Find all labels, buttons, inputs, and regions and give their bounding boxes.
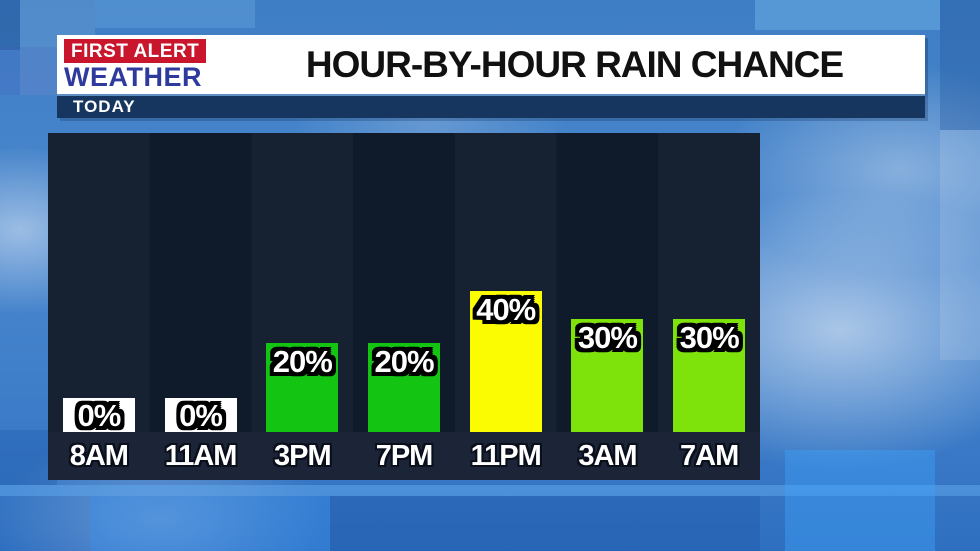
bar-value-label: 0% [179, 397, 223, 433]
rain-chance-bar: 30% [571, 319, 644, 432]
first-alert-badge: FIRST ALERT [64, 38, 207, 63]
bar-column: 0% [48, 133, 150, 433]
rain-chance-bar: 40% [469, 291, 542, 432]
x-axis-label: 11AM [164, 439, 238, 472]
x-axis-label: 3AM [578, 439, 637, 472]
rain-chance-bar: 20% [368, 343, 441, 432]
bar-column: 20% [251, 133, 353, 432]
axis-strip: 8AM 11AM 3PM 7PM 11PM 3AM 7AM [48, 432, 760, 480]
bar-value-label: 20% [374, 344, 434, 379]
bar-value-label: 0% [77, 397, 121, 433]
page-title: HOUR-BY-HOUR RAIN CHANCE [305, 43, 844, 85]
bar-column: 30% [557, 133, 659, 432]
x-axis-label: 7PM [375, 439, 434, 472]
rain-chance-bar: 0% [164, 397, 237, 433]
bar-column: 40% [455, 133, 557, 432]
chart-panel: 0% 0% 20% 20% 40% 30% 30% 8AM 11AM 3PM 7PM 11PM 3AM… [48, 133, 760, 480]
day-label-bar: TODAY [57, 94, 925, 118]
x-axis-label: 7AM [680, 439, 739, 472]
x-axis-label: 8AM [69, 439, 129, 472]
bar-column: 0% [150, 133, 252, 433]
bar-value-label: 40% [476, 292, 536, 327]
bar-value-label: 30% [679, 320, 740, 355]
rain-chance-bar: 0% [62, 397, 135, 433]
bar-column: 30% [658, 133, 760, 432]
weather-brand-text: WEATHER [64, 61, 202, 92]
plot-area: 0% 0% 20% 20% 40% 30% 30% [48, 133, 760, 433]
x-axis-label: 11PM [470, 439, 542, 472]
bar-value-label: 20% [272, 344, 333, 379]
rain-chance-bar: 20% [266, 343, 339, 432]
x-axis-label: 3PM [273, 439, 332, 472]
day-label: TODAY [73, 97, 136, 116]
bar-column: 20% [353, 133, 455, 432]
bar-value-label: 30% [577, 320, 638, 355]
header-bar: FIRST ALERT WEATHER HOUR-BY-HOUR RAIN CH… [57, 35, 925, 94]
rain-chance-bar: 30% [673, 319, 746, 432]
station-logo: FIRST ALERT WEATHER [57, 38, 224, 92]
